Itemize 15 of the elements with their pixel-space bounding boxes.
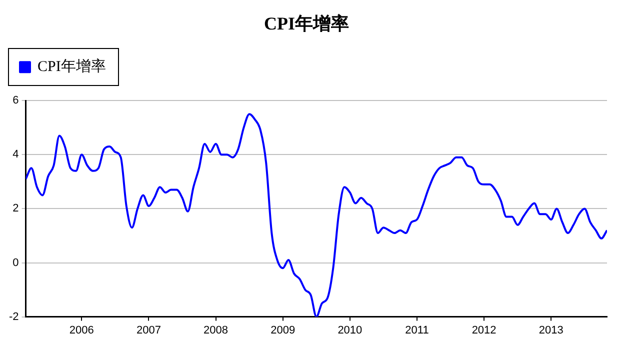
x-tick-label: 2013 [538,324,564,336]
x-tick-label: 2009 [270,324,296,336]
chart-title: CPI年增率 [264,13,349,34]
x-tick-label: 2007 [136,324,161,336]
x-tick-label: 2008 [204,324,228,336]
legend-label: CPI年增率 [38,58,106,76]
x-tick-label: 2011 [405,324,429,336]
y-tick-label: 0 [12,256,19,269]
y-tick-label: 6 [12,94,19,107]
x-tick-label: 2010 [338,324,362,336]
y-tick-label: 2 [12,202,19,215]
y-tick-label: 4 [12,148,19,161]
x-tick-label: 2012 [472,324,496,336]
x-tick-label: 2006 [69,324,94,336]
y-tick-label: -2 [9,310,19,323]
